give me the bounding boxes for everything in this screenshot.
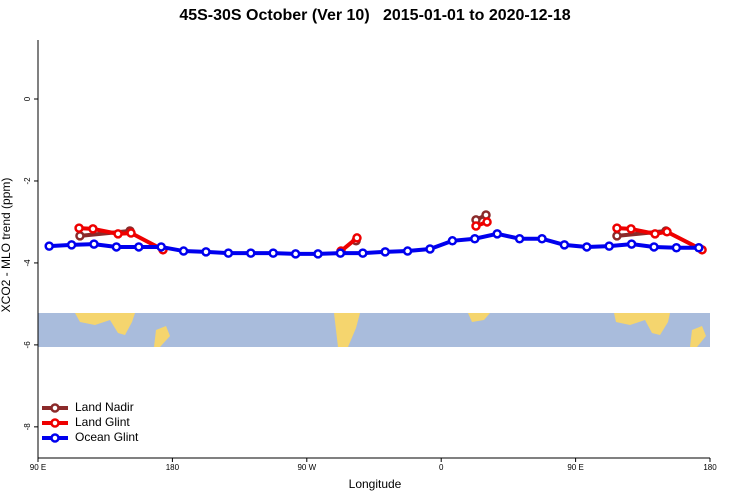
point bbox=[246, 248, 256, 258]
point bbox=[626, 239, 637, 249]
y-tick-label: -2 bbox=[23, 177, 32, 185]
point bbox=[470, 234, 480, 244]
point bbox=[626, 224, 636, 234]
x-axis-label: Longitude bbox=[349, 477, 402, 491]
point bbox=[492, 229, 502, 239]
series-line bbox=[49, 231, 699, 256]
x-tick-label: 0 bbox=[439, 463, 444, 472]
point bbox=[111, 242, 122, 252]
point bbox=[471, 221, 481, 231]
x-tick-label: 90 W bbox=[297, 463, 316, 472]
legend-label: Land Glint bbox=[75, 415, 130, 429]
point bbox=[134, 242, 144, 252]
point bbox=[44, 241, 54, 251]
y-tick-label: -8 bbox=[23, 423, 32, 431]
point bbox=[662, 227, 672, 237]
x-tick-label: 180 bbox=[166, 463, 180, 472]
point bbox=[612, 223, 622, 233]
point bbox=[201, 247, 211, 257]
map-strip bbox=[38, 313, 710, 347]
point bbox=[178, 246, 189, 256]
point bbox=[335, 248, 346, 258]
point bbox=[402, 246, 413, 256]
point bbox=[582, 242, 592, 252]
y-tick-label: -4 bbox=[23, 259, 32, 267]
point bbox=[537, 234, 547, 244]
point bbox=[223, 248, 234, 258]
x-tick-label: 90 E bbox=[30, 463, 46, 472]
point bbox=[671, 243, 682, 253]
legend-label: Ocean Glint bbox=[75, 430, 139, 444]
chart-title: 45S-30S October (Ver 10) 2015-01-01 to 2… bbox=[179, 7, 570, 24]
point bbox=[268, 248, 278, 258]
legend-marker bbox=[50, 403, 60, 413]
point bbox=[113, 229, 123, 239]
point bbox=[650, 229, 660, 239]
point bbox=[559, 240, 570, 250]
point bbox=[313, 249, 323, 259]
point bbox=[290, 249, 301, 259]
point bbox=[612, 231, 622, 241]
y-axis-label: XCO2 - MLO trend (ppm) bbox=[0, 178, 13, 313]
point bbox=[126, 228, 136, 238]
point bbox=[447, 236, 458, 246]
point bbox=[75, 231, 85, 241]
point bbox=[649, 242, 659, 252]
point bbox=[74, 223, 84, 233]
point bbox=[88, 224, 98, 234]
point bbox=[604, 241, 614, 251]
legend-marker bbox=[50, 433, 60, 443]
legend-label: Land Nadir bbox=[75, 400, 134, 414]
point bbox=[425, 244, 435, 254]
point bbox=[358, 248, 368, 258]
point bbox=[482, 217, 492, 227]
point bbox=[156, 242, 166, 252]
x-tick-label: 90 E bbox=[567, 463, 583, 472]
point bbox=[89, 239, 99, 249]
y-tick-label: -6 bbox=[23, 341, 32, 349]
point bbox=[694, 243, 704, 253]
point bbox=[514, 234, 525, 244]
point bbox=[352, 233, 362, 243]
y-tick-label: 0 bbox=[23, 96, 32, 101]
x-tick-label: 180 bbox=[703, 463, 717, 472]
point bbox=[66, 240, 77, 250]
legend-marker bbox=[50, 418, 60, 428]
point bbox=[380, 247, 390, 257]
